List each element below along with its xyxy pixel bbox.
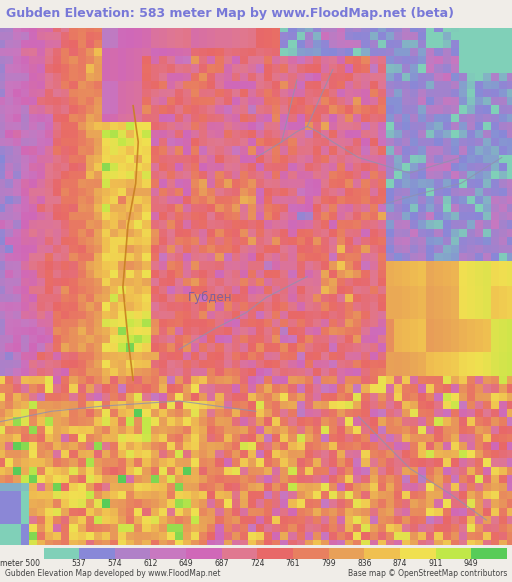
Text: 761: 761 [286, 559, 300, 568]
Text: 574: 574 [108, 559, 122, 568]
Bar [400, 548, 436, 559]
Text: Base map © OpenStreetMap contributors: Base map © OpenStreetMap contributors [348, 569, 507, 577]
Text: Gubden Elevation Map developed by www.FloodMap.net: Gubden Elevation Map developed by www.Fl… [5, 569, 221, 577]
Text: 649: 649 [179, 559, 194, 568]
Text: meter 500: meter 500 [0, 559, 40, 568]
Bar [365, 548, 400, 559]
Bar [329, 548, 365, 559]
Bar [436, 548, 471, 559]
Text: Губден: Губден [188, 291, 232, 304]
Text: 612: 612 [143, 559, 158, 568]
Text: 836: 836 [357, 559, 372, 568]
Bar [258, 548, 293, 559]
Text: 911: 911 [429, 559, 443, 568]
Bar [293, 548, 329, 559]
Text: 537: 537 [72, 559, 87, 568]
Text: 874: 874 [393, 559, 407, 568]
Bar [222, 548, 258, 559]
Bar [186, 548, 222, 559]
Bar [44, 548, 79, 559]
Text: 949: 949 [464, 559, 479, 568]
Bar [115, 548, 151, 559]
Text: 724: 724 [250, 559, 265, 568]
Bar [79, 548, 115, 559]
Text: Gubden Elevation: 583 meter Map by www.FloodMap.net (beta): Gubden Elevation: 583 meter Map by www.F… [6, 8, 454, 20]
Bar [471, 548, 507, 559]
Bar [151, 548, 186, 559]
Text: 799: 799 [322, 559, 336, 568]
Text: 687: 687 [215, 559, 229, 568]
